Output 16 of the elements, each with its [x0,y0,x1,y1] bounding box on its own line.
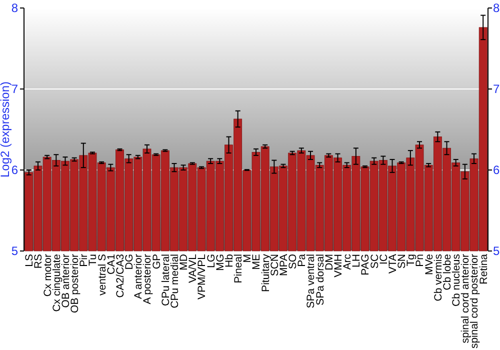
y-tick-label: 5 [11,244,18,258]
y2-tick-label: 7 [493,82,500,96]
x-tick-label: RS [32,254,45,269]
x-tick-label: CPu medial [168,254,181,308]
x-tick-label: Hb [223,254,236,268]
y2-tick-label: 5 [493,244,500,258]
y-tick-label: 6 [11,163,18,178]
x-tick-label: MPA [278,254,290,276]
x-tick-label: DG [124,254,136,270]
y-tick-label: 7 [11,82,18,96]
y-axis-title: Log2 (expression) [0,81,12,178]
y2-tick-label: 6 [493,163,500,178]
x-tick-label: OB posterior [69,254,81,313]
x-tick-label: Cb lobe [441,254,454,290]
y2-tick-label: 8 [493,1,500,16]
y-tick-label: 8 [11,1,18,16]
